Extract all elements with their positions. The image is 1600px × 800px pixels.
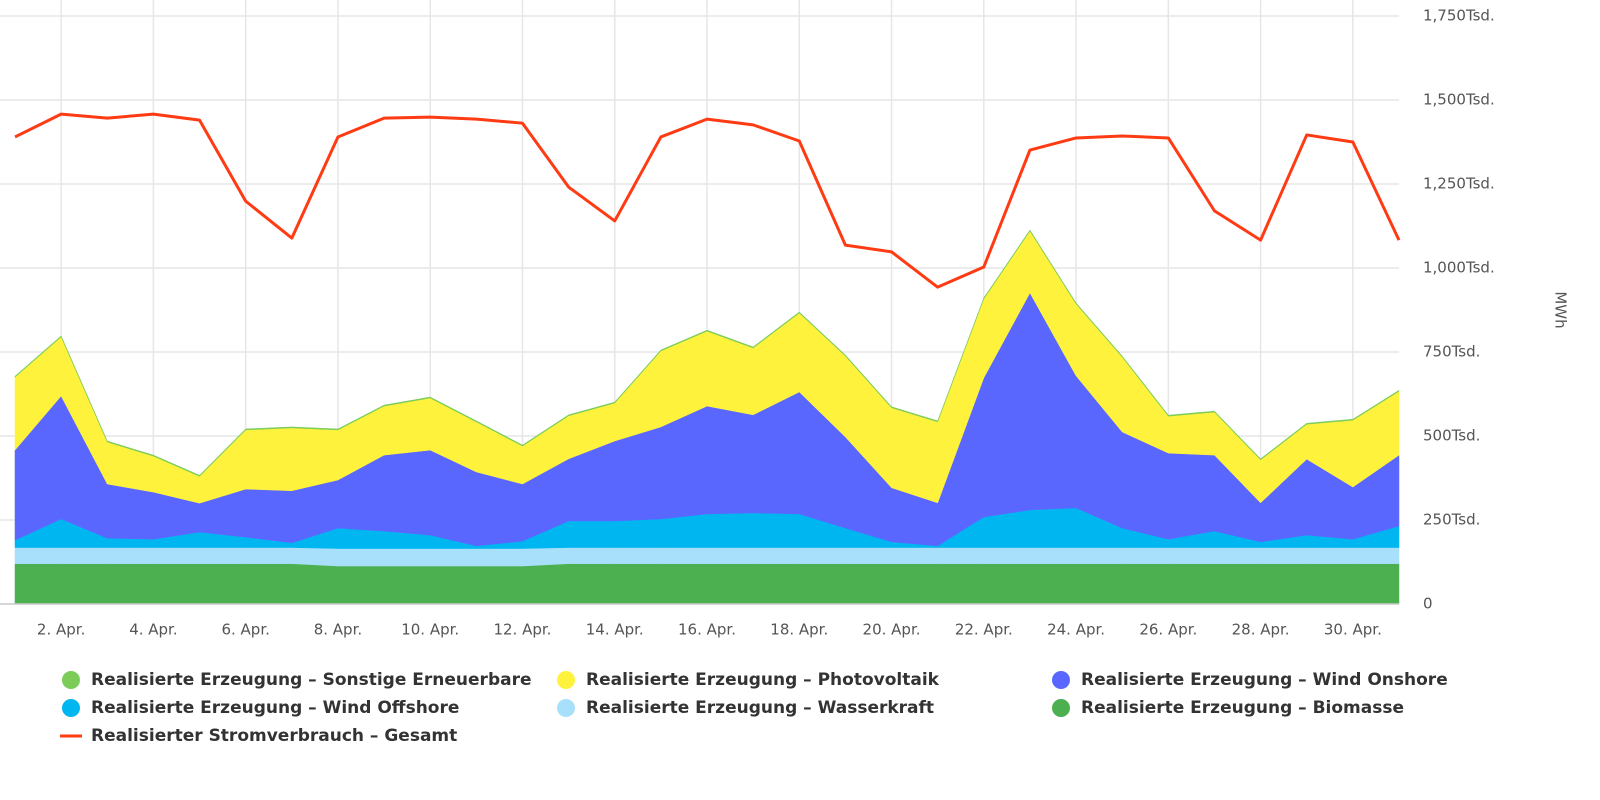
y-tick-label: 1,750Tsd.	[1423, 7, 1495, 25]
plot-area	[14, 112, 1401, 605]
x-tick-label: 4. Apr.	[129, 621, 177, 639]
y-tick-label: 500Tsd.	[1423, 427, 1480, 445]
legend-label: Realisierte Erzeugung – Photovoltaik	[586, 670, 940, 690]
area	[14, 563, 1400, 605]
legend-marker	[1052, 699, 1070, 717]
x-tick-label: 10. Apr.	[401, 621, 459, 639]
legend-label: Realisierte Erzeugung – Sonstige Erneuer…	[91, 670, 532, 690]
area	[14, 229, 1400, 477]
x-tick-label: 20. Apr.	[863, 621, 921, 639]
legend-item[interactable]: Realisierte Erzeugung – Wasserkraft	[557, 698, 934, 718]
legend-marker	[1052, 671, 1070, 689]
axes: 0 250Tsd. 500Tsd. 750Tsd. 1,000Tsd. 1,250Tsd.…	[0, 7, 1495, 639]
legend-item[interactable]: Realisierte Erzeugung – Wind Onshore	[1052, 670, 1448, 690]
x-tick-label: 2. Apr.	[37, 621, 85, 639]
x-tick-label: 14. Apr.	[586, 621, 644, 639]
legend-label: Realisierter Stromverbrauch – Gesamt	[91, 726, 457, 746]
legend-marker	[557, 671, 575, 689]
x-tick-label: 22. Apr.	[955, 621, 1013, 639]
y-tick-label: 0	[1423, 595, 1433, 613]
legend-item[interactable]: Realisierter Stromverbrauch – Gesamt	[60, 726, 457, 746]
x-tick-label: 30. Apr.	[1324, 621, 1382, 639]
x-tick-label: 18. Apr.	[770, 621, 828, 639]
y-tick-label: 750Tsd.	[1423, 343, 1480, 361]
y-tick-label: 250Tsd.	[1423, 511, 1480, 529]
legend-label: Realisierte Erzeugung – Wind Onshore	[1081, 670, 1448, 690]
legend-marker	[62, 671, 80, 689]
x-tick-label: 24. Apr.	[1047, 621, 1105, 639]
x-tick-label: 12. Apr.	[493, 621, 551, 639]
legend-item[interactable]: Realisierte Erzeugung – Sonstige Erneuer…	[62, 670, 532, 690]
legend-item[interactable]: Realisierte Erzeugung – Biomasse	[1052, 698, 1404, 718]
x-tick-label: 26. Apr.	[1139, 621, 1197, 639]
legend-label: Realisierte Erzeugung – Wind Offshore	[91, 698, 459, 718]
x-tick-label: 6. Apr.	[221, 621, 269, 639]
legend-label: Realisierte Erzeugung – Wasserkraft	[586, 698, 934, 718]
area	[14, 547, 1400, 567]
legend-marker	[62, 699, 80, 717]
legend-marker	[557, 699, 575, 717]
x-tick-label: 16. Apr.	[678, 621, 736, 639]
x-tick-label: 8. Apr.	[314, 621, 362, 639]
y-axis-title: MWh	[1552, 291, 1570, 328]
legend-item[interactable]: Realisierte Erzeugung – Photovoltaik	[557, 670, 940, 690]
line	[14, 112, 1401, 289]
legend-item[interactable]: Realisierte Erzeugung – Wind Offshore	[62, 698, 459, 718]
y-tick-label: 1,500Tsd.	[1423, 91, 1495, 109]
legend-label: Realisierte Erzeugung – Biomasse	[1081, 698, 1404, 718]
legend: Realisierte Erzeugung – Sonstige Erneuer…	[60, 670, 1448, 746]
y-tick-label: 1,000Tsd.	[1423, 259, 1495, 277]
x-tick-label: 28. Apr.	[1232, 621, 1290, 639]
y-tick-label: 1,250Tsd.	[1423, 175, 1495, 193]
